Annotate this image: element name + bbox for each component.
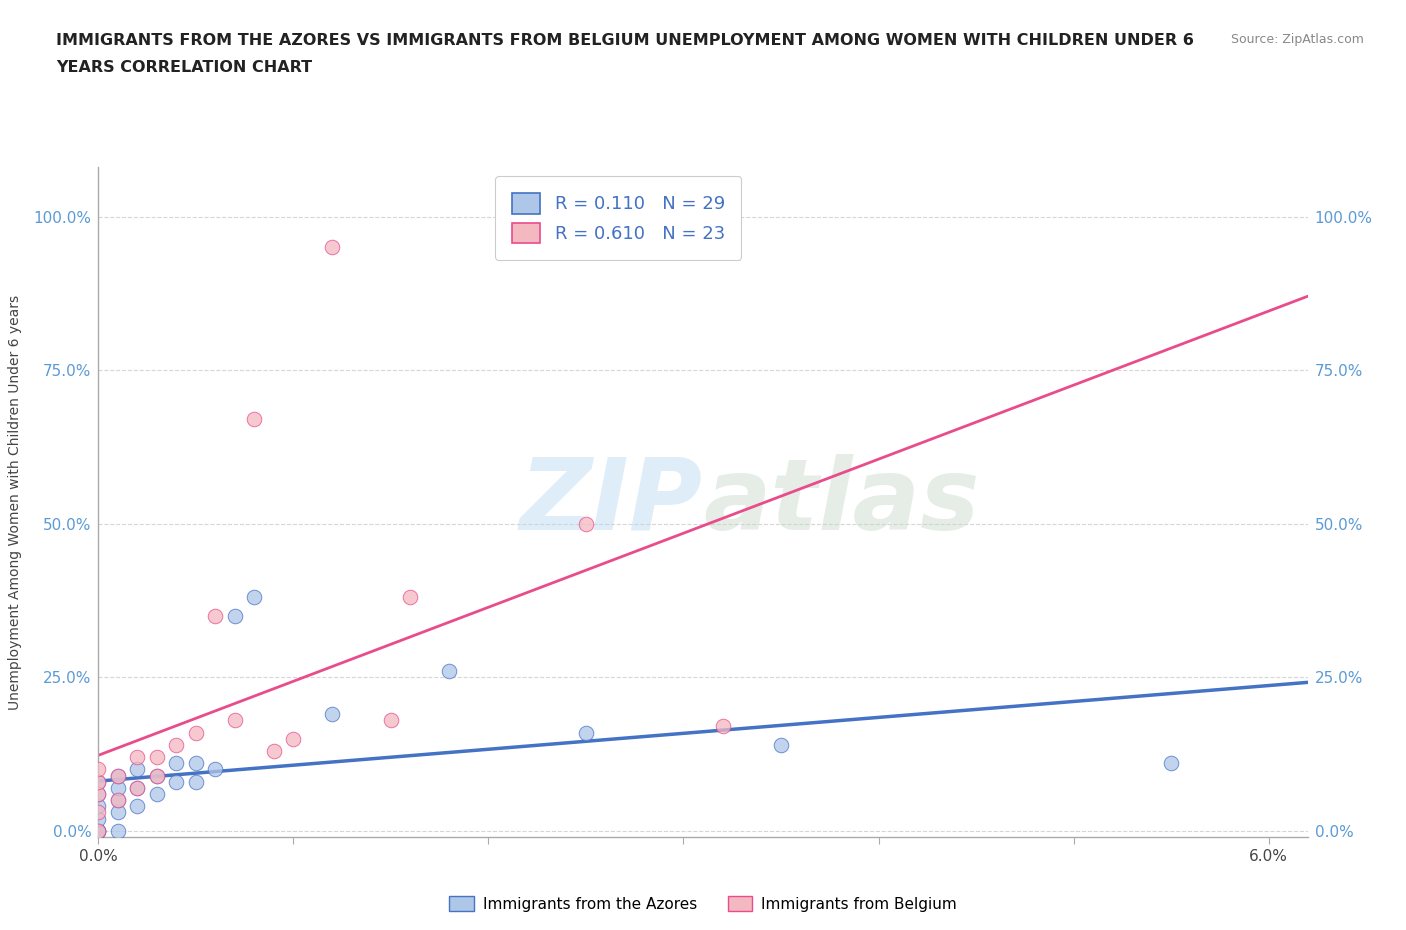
Point	[575, 725, 598, 740]
Point	[380, 712, 402, 727]
Point	[87, 775, 110, 790]
Point	[146, 787, 169, 802]
Text: ZIP: ZIP	[520, 454, 703, 551]
Point	[87, 787, 110, 802]
Point	[184, 725, 207, 740]
Text: atlas: atlas	[703, 454, 980, 551]
Point	[107, 792, 129, 807]
Point	[87, 805, 110, 820]
Point	[165, 756, 187, 771]
Point	[146, 768, 169, 783]
Point	[439, 664, 461, 679]
Point	[204, 608, 226, 623]
Text: YEARS CORRELATION CHART: YEARS CORRELATION CHART	[56, 60, 312, 75]
Point	[107, 792, 129, 807]
Legend: Immigrants from the Azores, Immigrants from Belgium: Immigrants from the Azores, Immigrants f…	[443, 889, 963, 918]
Point	[107, 768, 129, 783]
Point	[107, 805, 129, 820]
Point	[263, 744, 285, 759]
Point	[107, 823, 129, 838]
Point	[711, 719, 734, 734]
Point	[107, 780, 129, 795]
Point	[321, 707, 343, 722]
Point	[87, 762, 110, 777]
Point	[243, 412, 266, 427]
Point	[224, 712, 246, 727]
Point	[146, 750, 169, 764]
Point	[399, 590, 422, 604]
Point	[127, 780, 149, 795]
Point	[224, 608, 246, 623]
Text: IMMIGRANTS FROM THE AZORES VS IMMIGRANTS FROM BELGIUM UNEMPLOYMENT AMONG WOMEN W: IMMIGRANTS FROM THE AZORES VS IMMIGRANTS…	[56, 33, 1194, 47]
Point	[87, 823, 110, 838]
Point	[769, 737, 792, 752]
Point	[184, 756, 207, 771]
Y-axis label: Unemployment Among Women with Children Under 6 years: Unemployment Among Women with Children U…	[8, 295, 22, 710]
Point	[146, 768, 169, 783]
Point	[165, 775, 187, 790]
Point	[204, 762, 226, 777]
Point	[575, 516, 598, 531]
Point	[87, 775, 110, 790]
Point	[184, 775, 207, 790]
Point	[127, 799, 149, 814]
Point	[1160, 756, 1182, 771]
Point	[283, 731, 305, 746]
Point	[127, 750, 149, 764]
Point	[87, 823, 110, 838]
Point	[127, 762, 149, 777]
Point	[87, 787, 110, 802]
Point	[87, 823, 110, 838]
Point	[165, 737, 187, 752]
Point	[127, 780, 149, 795]
Point	[87, 823, 110, 838]
Point	[321, 240, 343, 255]
Legend: R = 0.110   N = 29, R = 0.610   N = 23: R = 0.110 N = 29, R = 0.610 N = 23	[495, 177, 741, 259]
Point	[87, 799, 110, 814]
Point	[243, 590, 266, 604]
Point	[87, 811, 110, 826]
Point	[107, 768, 129, 783]
Text: Source: ZipAtlas.com: Source: ZipAtlas.com	[1230, 33, 1364, 46]
